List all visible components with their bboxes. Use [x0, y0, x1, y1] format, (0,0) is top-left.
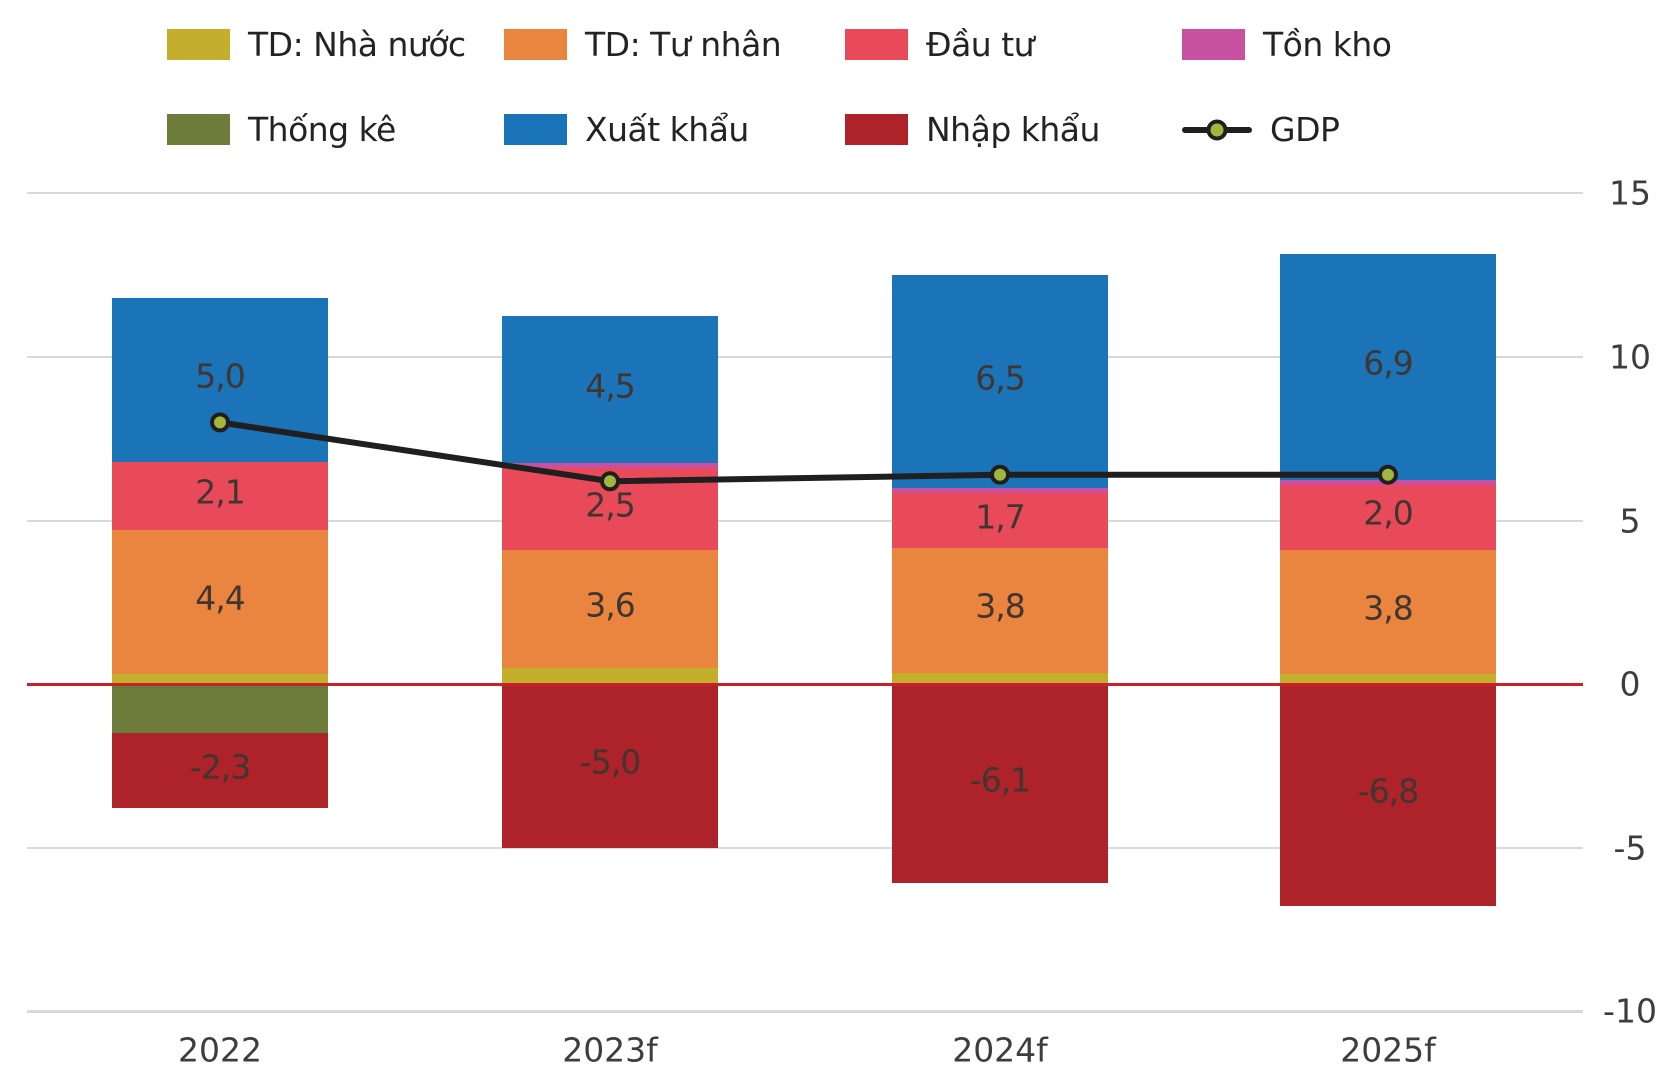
gridline-5 [27, 520, 1583, 522]
legend-label: Nhập khẩu [926, 110, 1100, 149]
bar-value-label: -5,0 [579, 742, 641, 782]
bar-segment-2023f-s4 [502, 316, 718, 464]
legend-label: TD: Tư nhân [585, 25, 782, 64]
zero-baseline [27, 683, 1583, 686]
legend-label: GDP [1270, 110, 1340, 149]
x-axis-category-label: 2022 [178, 1030, 262, 1070]
bar-value-label: -2,3 [189, 747, 251, 787]
gridline--5 [27, 847, 1583, 849]
legend-item-series: Nhập khẩu [845, 110, 1100, 149]
bar-value-label: 3,8 [975, 586, 1025, 626]
legend-color-swatch [504, 29, 567, 60]
bar-segment-2022-s2 [112, 461, 328, 531]
legend-item-series: Đầu tư [845, 25, 1035, 64]
bar-value-label: 6,5 [975, 358, 1025, 398]
gdp-marker [210, 412, 230, 433]
y-axis-tick-label: 10 [1609, 337, 1651, 377]
legend-item-series: TD: Tư nhân [504, 25, 782, 64]
gdp-marker [600, 471, 620, 492]
bar-segment-2025f-s2 [1280, 484, 1496, 550]
legend-item-series: Thống kê [167, 110, 396, 149]
legend-label: Đầu tư [926, 25, 1035, 64]
legend-color-swatch [845, 29, 908, 60]
y-axis-tick-label: 15 [1609, 173, 1651, 213]
legend-label: Tồn kho [1263, 25, 1392, 64]
bar-value-label: 2,1 [195, 472, 245, 512]
x-axis-category-label: 2025f [1340, 1030, 1436, 1070]
legend-item-series: Xuất khẩu [504, 110, 749, 149]
bar-segment-2024f-s1 [892, 548, 1108, 673]
legend-label: Xuất khẩu [585, 110, 749, 149]
gridline--10 [27, 1010, 1583, 1013]
bar-segment-2022-s0 [112, 674, 328, 684]
gdp-marker [1378, 464, 1398, 485]
bar-segment-2025f-s6 [1280, 684, 1496, 907]
legend-color-swatch [167, 114, 230, 145]
legend-color-swatch [1182, 29, 1245, 60]
legend-color-swatch [845, 114, 908, 145]
y-axis-tick-label: -5 [1613, 828, 1647, 868]
bar-segment-2022-s5 [112, 684, 328, 734]
bar-value-label: 2,5 [585, 485, 635, 525]
gridline-15 [27, 192, 1583, 194]
bar-segment-2025f-s0 [1280, 674, 1496, 684]
bar-segment-2023f-s6 [502, 684, 718, 848]
bar-value-label: -6,1 [969, 760, 1031, 800]
bar-segment-2024f-s2 [892, 492, 1108, 549]
bar-segment-2023f-s0 [502, 667, 718, 684]
legend-color-swatch [504, 114, 567, 145]
gdp-line-icon-marker [1206, 119, 1228, 140]
legend-item-gdp: GDP [1182, 110, 1340, 149]
bar-value-label: 3,8 [1363, 588, 1413, 628]
bar-value-label: 1,7 [975, 497, 1025, 536]
gdp-marker [990, 464, 1010, 485]
y-axis-tick-label: 5 [1619, 501, 1641, 541]
bar-segment-2023f-s3 [502, 463, 718, 469]
y-axis-tick-label: 0 [1619, 664, 1641, 704]
gdp-line [217, 419, 1391, 485]
bar-value-label: 5,0 [195, 356, 245, 396]
bar-segment-2023f-s1 [502, 549, 718, 668]
bar-value-label: 2,0 [1363, 493, 1413, 533]
y-axis-tick-label: -10 [1603, 991, 1657, 1031]
legend-item-series: Tồn kho [1182, 25, 1392, 64]
legend-label: TD: Nhà nước [248, 25, 466, 64]
bar-segment-2024f-s3 [892, 487, 1108, 493]
bar-value-label: -6,8 [1357, 771, 1419, 811]
bar-value-label: 4,5 [585, 366, 635, 406]
bar-segment-2024f-s4 [892, 275, 1108, 488]
bar-segment-2025f-s1 [1280, 549, 1496, 675]
bar-value-label: 3,6 [585, 585, 635, 625]
bar-segment-2022-s1 [112, 530, 328, 675]
x-axis-category-label: 2023f [562, 1030, 658, 1070]
x-axis-category-label: 2024f [952, 1030, 1048, 1070]
bar-segment-2024f-s0 [892, 672, 1108, 684]
bar-segment-2024f-s6 [892, 684, 1108, 884]
gridline-10 [27, 356, 1583, 358]
legend-item-series: TD: Nhà nước [167, 25, 466, 64]
legend-color-swatch [167, 29, 230, 60]
legend-label: Thống kê [248, 110, 396, 149]
bar-segment-2022-s6 [112, 733, 328, 809]
bar-value-label: 4,4 [195, 578, 245, 618]
bar-value-label: 6,9 [1363, 343, 1413, 383]
bar-segment-2025f-s4 [1280, 253, 1496, 480]
gdp-line-icon [1182, 114, 1252, 145]
